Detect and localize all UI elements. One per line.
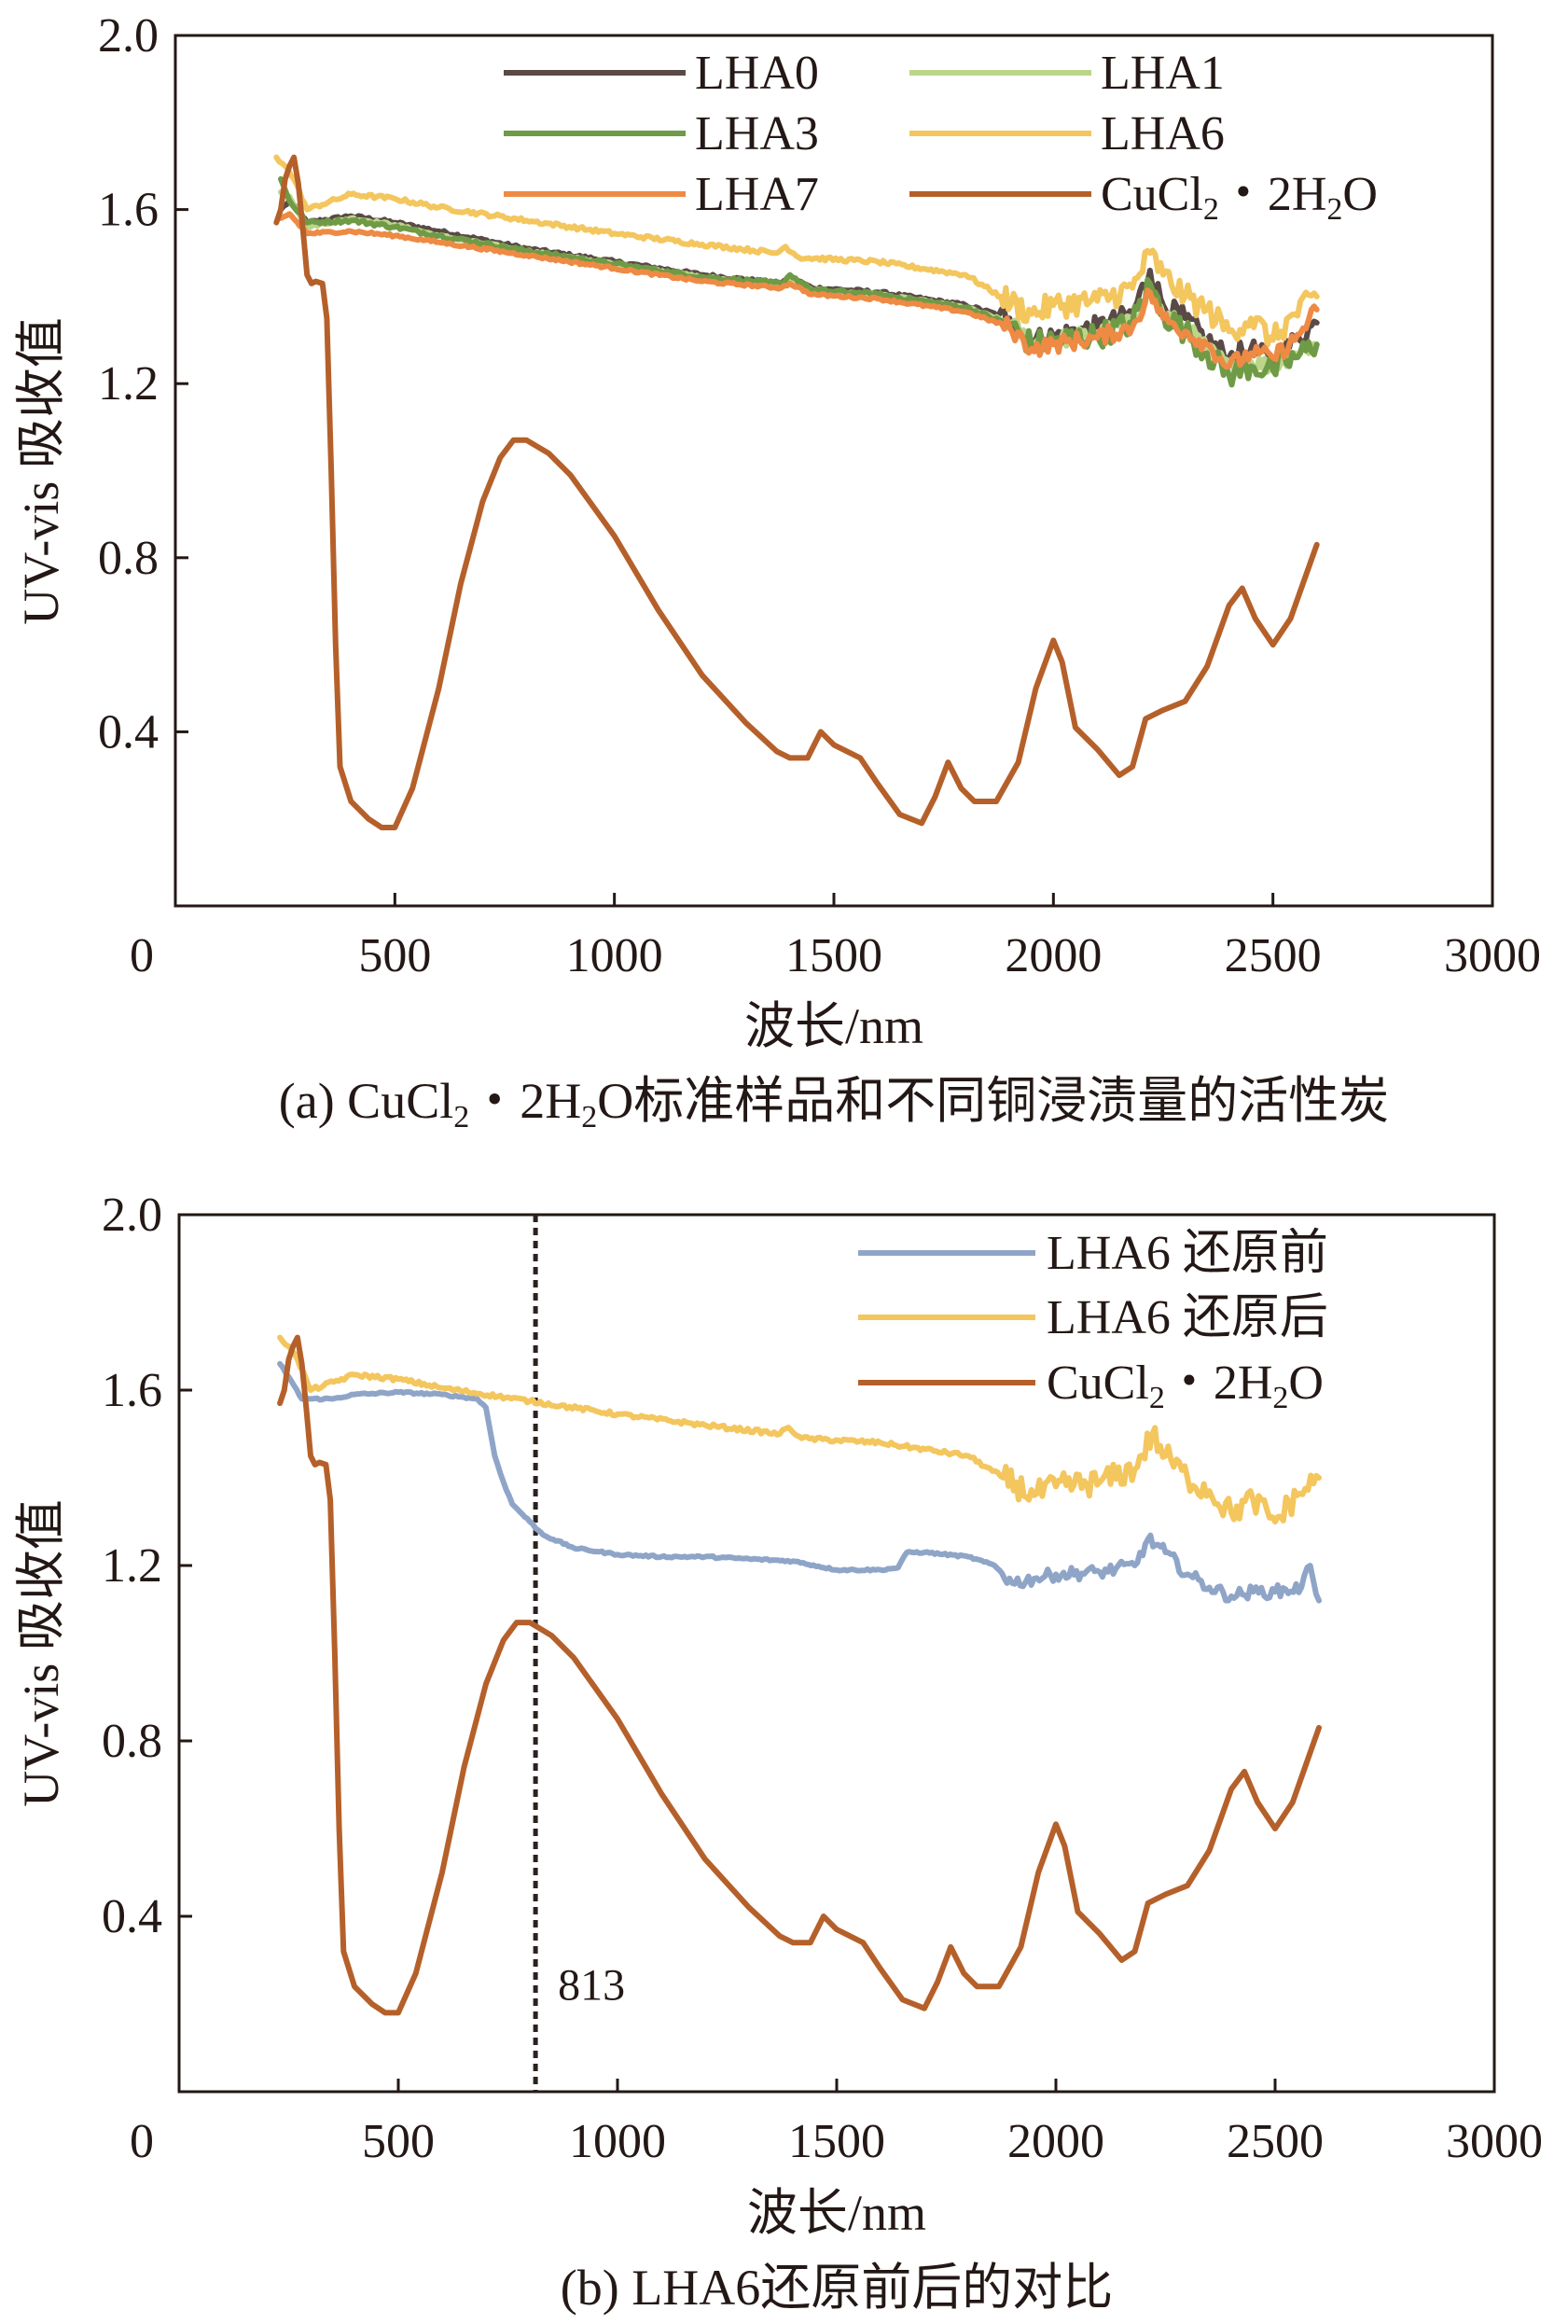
- plot-frame: [177, 1213, 1496, 2094]
- legend-entry: LHA3: [695, 107, 819, 160]
- annotation-label: 813: [558, 1960, 625, 2010]
- legend-entry: LHA6 还原后: [1047, 1291, 1328, 1344]
- legend-entry: LHA7: [695, 168, 819, 221]
- chart-panel-a: 0.4 0.8 1.2 1.6 2.0 0 500 1000 1500 2000 2500 3000…: [13, 9, 1541, 1134]
- x-tick-label: 3000: [1446, 2115, 1543, 2168]
- series-line-lha6: [273, 154, 1320, 348]
- plot-frame: [173, 34, 1494, 908]
- caption-a: (a) CuCl2・2H2O标准样品和不同铜浸渍量的活性炭: [279, 1073, 1389, 1134]
- legend: LHA6 还原前 LHA6 还原后 CuCl2・2H2O: [858, 1227, 1328, 1415]
- series-line-cucl2-2h2o: [277, 1334, 1322, 2016]
- x-tick-label: 2500: [1227, 2115, 1324, 2168]
- series-line-lha7: [278, 211, 1320, 370]
- y-tick-label: 1.2: [102, 1539, 162, 1593]
- x-tick-label: 500: [362, 2115, 435, 2168]
- series-lines: [277, 1334, 1322, 2016]
- x-tick-label: 0: [130, 929, 154, 982]
- x-tick-label: 1000: [566, 929, 663, 982]
- y-tick-label: 2.0: [98, 9, 159, 63]
- y-tick-labels: 0.4 0.8 1.2 1.6 2.0: [98, 9, 159, 758]
- y-axis-label: UV-vis 吸收值: [13, 317, 69, 625]
- y-tick-label: 1.6: [102, 1364, 162, 1417]
- legend-entry: CuCl2・2H2O: [1047, 1357, 1324, 1415]
- y-tick-label: 0.8: [102, 1715, 162, 1768]
- x-axis-label: 波长/nm: [747, 2185, 926, 2241]
- legend-entry: LHA1: [1101, 47, 1225, 100]
- x-tick-label: 1500: [788, 2115, 885, 2168]
- legend-entry: LHA6 还原前: [1047, 1227, 1328, 1280]
- series-line-lha6: [277, 1360, 1322, 1604]
- y-tick-label: 2.0: [102, 1189, 162, 1242]
- y-tick-label: 0.4: [102, 1890, 162, 1943]
- x-tick-label: 1000: [569, 2115, 666, 2168]
- y-tick-label: 1.2: [98, 357, 159, 411]
- y-tick-label: 1.6: [98, 184, 159, 237]
- annotation: 813: [533, 1215, 625, 2092]
- chart-panel-b: 0.4 0.8 1.2 1.6 2.0 0 500 1000 1500 2000 2500 3000…: [13, 1189, 1543, 2316]
- series-lines: [273, 154, 1320, 830]
- series-line-lha3: [278, 175, 1320, 388]
- x-tick-label: 500: [358, 929, 431, 982]
- x-axis-label: 波长/nm: [744, 998, 923, 1054]
- x-tick-label: 2500: [1225, 929, 1322, 982]
- x-tick-labels: 0 500 1000 1500 2000 2500 3000: [130, 2115, 1543, 2168]
- y-tick-labels: 0.4 0.8 1.2 1.6 2.0: [102, 1189, 162, 1943]
- x-tick-label: 2000: [1005, 929, 1102, 982]
- x-tick-label: 0: [130, 2115, 154, 2168]
- y-tick-label: 0.8: [98, 532, 159, 585]
- legend-entry: LHA6: [1101, 107, 1225, 160]
- tick-marks: [179, 1388, 1277, 2092]
- caption-b: (b) LHA6还原前后的对比: [561, 2260, 1113, 2316]
- legend-entry: CuCl2・2H2O: [1101, 168, 1378, 227]
- series-line-cucl2-2h2o: [273, 154, 1320, 830]
- legend-entry: LHA0: [695, 47, 819, 100]
- y-tick-label: 0.4: [98, 705, 159, 758]
- x-tick-label: 1500: [785, 929, 882, 982]
- x-tick-labels: 0 500 1000 1500 2000 2500 3000: [130, 929, 1541, 982]
- series-line-lha6: [277, 1334, 1322, 1524]
- x-tick-label: 3000: [1444, 929, 1541, 982]
- x-tick-label: 2000: [1007, 2115, 1104, 2168]
- legend: LHA0 LHA1 LHA3 LHA6 LHA7 CuCl2・2H2O: [504, 47, 1378, 227]
- y-axis-label: UV-vis 吸收值: [13, 1499, 69, 1807]
- tick-marks: [175, 208, 1275, 906]
